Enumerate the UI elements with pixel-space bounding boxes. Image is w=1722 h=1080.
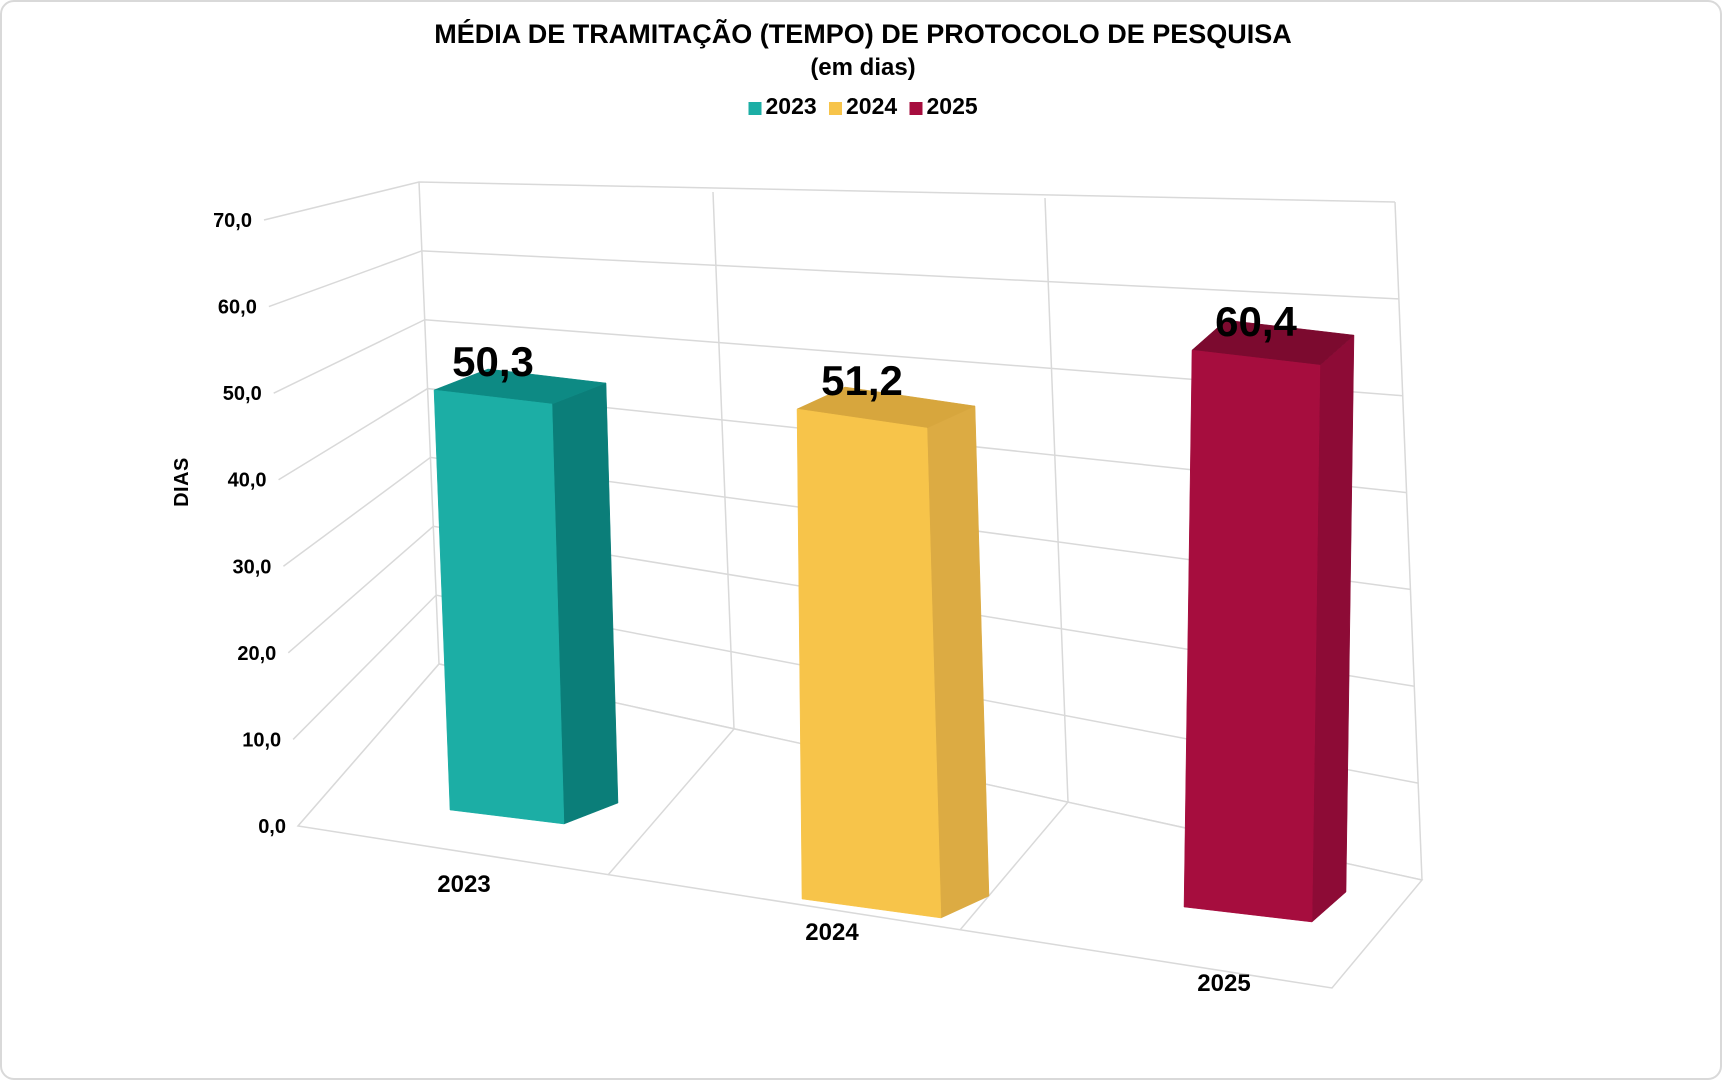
y-axis-tick-label: 70,0 <box>213 210 252 232</box>
value-label-2025: 60,4 <box>1215 298 1297 345</box>
plot-area: 0,0 10,0 20,0 30,0 40,0 50,0 60,0 70,0 50,3 2023 5… <box>171 181 1424 997</box>
wall-separator <box>1044 197 1069 803</box>
bar-2025-front-face <box>1183 349 1321 923</box>
legend-label-2025: 2025 <box>927 93 978 119</box>
wall-right-edge <box>1394 201 1423 881</box>
bar-2024-front-face <box>796 408 942 919</box>
floor-separator <box>607 728 735 876</box>
category-label-2024: 2024 <box>805 919 859 946</box>
category-label-2023: 2023 <box>437 871 490 898</box>
y-axis-tick-label: 0,0 <box>258 816 286 838</box>
bar-2023 <box>433 368 619 825</box>
bar-2024 <box>796 386 990 919</box>
value-label-2024: 51,2 <box>821 357 903 404</box>
legend-swatch-2024 <box>829 102 842 115</box>
chart-subtitle: (em dias) <box>810 54 915 81</box>
y-axis-tick-label: 10,0 <box>242 729 281 751</box>
y-axis-tick-label: 30,0 <box>232 556 271 578</box>
legend-swatch-2023 <box>748 102 762 115</box>
y-axis-title: DIAS <box>171 457 193 507</box>
wall-separator <box>712 191 735 730</box>
chart-title: MÉDIA DE TRAMITAÇÃO (TEMPO) DE PROTOCOLO… <box>434 18 1292 49</box>
bar-2025 <box>1183 319 1355 923</box>
value-label-2023: 50,3 <box>452 338 534 385</box>
legend-label-2023: 2023 <box>766 93 817 119</box>
legend-swatch-2025 <box>909 102 923 115</box>
legend-label-2024: 2024 <box>846 93 897 119</box>
legend: 2023 2024 2025 <box>748 93 978 119</box>
y-axis-tick-label: 40,0 <box>228 470 267 492</box>
grid-line <box>263 181 1396 221</box>
y-axis-tick-label: 20,0 <box>237 643 276 665</box>
wall-corner-edge <box>418 181 440 665</box>
y-axis-tick-label: 60,0 <box>218 297 257 319</box>
bar-2023-front-face <box>433 389 565 825</box>
category-label-2025: 2025 <box>1197 970 1250 997</box>
y-axis-tick-label: 50,0 <box>223 383 262 405</box>
floor-separator <box>959 801 1069 931</box>
